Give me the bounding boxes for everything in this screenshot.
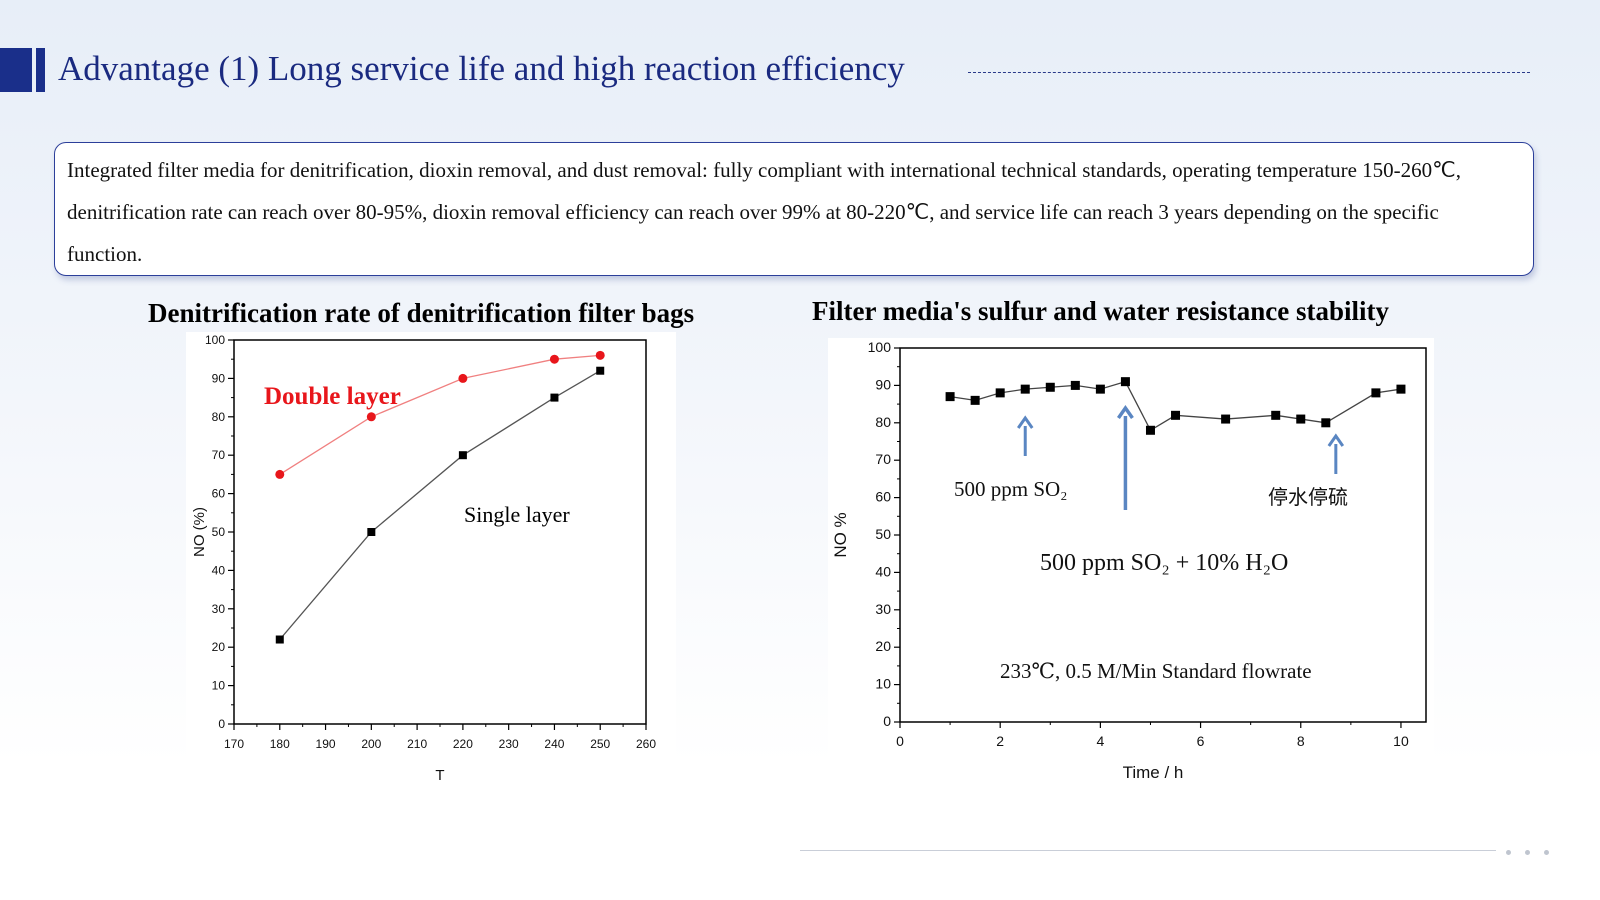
title-accent-stripe: [36, 48, 45, 92]
data-point: [1296, 414, 1306, 424]
x-tick-label: 190: [316, 737, 336, 751]
data-point: [275, 635, 284, 644]
x-tick-label: 220: [453, 737, 473, 751]
y-tick-label: 60: [212, 487, 226, 501]
footer-dots: [1506, 842, 1563, 860]
y-tick-label: 50: [212, 525, 226, 539]
data-point: [1045, 382, 1055, 392]
data-point: [1120, 377, 1130, 387]
x-tick-label: 230: [499, 737, 519, 751]
page-title: Advantage (1) Long service life and high…: [58, 49, 905, 88]
y-axis-label: NO (%): [191, 507, 208, 557]
annotation-stop-water-sulfur: 停水停硫: [1268, 486, 1348, 509]
y-tick-label: 70: [875, 451, 891, 467]
description-box: Integrated filter media for denitrificat…: [54, 142, 1534, 276]
x-tick-label: 0: [896, 733, 904, 749]
title-dashed-line: [968, 72, 1530, 73]
left-chart-heading: Denitrification rate of denitrification …: [148, 298, 695, 328]
data-point: [367, 528, 376, 536]
x-tick-label: 200: [361, 737, 381, 751]
x-axis-label: T: [435, 767, 444, 784]
x-tick-label: 170: [224, 737, 244, 751]
data-point: [1271, 410, 1281, 420]
data-point: [1321, 418, 1331, 428]
right-chart-heading: Filter media's sulfur and water resistan…: [812, 296, 1389, 326]
x-tick-label: 2: [996, 733, 1004, 749]
footer-dot: [1544, 850, 1549, 855]
x-tick-label: 250: [590, 737, 610, 751]
y-tick-label: 90: [875, 376, 891, 392]
sulfur-water-resistance-chart: 0 10 20 30 40 50 60 70 80 90 100 0 2 4 6 8 10 Time / h NO …: [828, 338, 1434, 804]
annotation-conditions: 233℃, 0.5 M/Min Standard flowrate: [1000, 659, 1312, 683]
y-tick-label: 80: [875, 414, 891, 430]
data-point: [1221, 414, 1231, 424]
arrow-icon-head: [1116, 404, 1134, 420]
x-tick-label: 210: [407, 737, 427, 751]
y-tick-label: 100: [205, 333, 225, 347]
y-tick-label: 20: [212, 640, 226, 654]
x-tick-label: 6: [1197, 733, 1205, 749]
y-axis-label: NO %: [831, 512, 850, 557]
denitrification-rate-chart: 0 10 20 30 40 50 60 70 80 90 100 170 180 190 200 210 220…: [186, 332, 676, 802]
x-tick-label: 10: [1393, 733, 1409, 749]
footer-dot: [1506, 850, 1511, 855]
y-tick-label: 100: [868, 339, 892, 355]
y-tick-label: 40: [875, 563, 891, 579]
data-point: [595, 350, 605, 360]
y-tick-label: 50: [875, 526, 891, 542]
annotation-so2: 500 ppm SO₂: [954, 477, 1068, 501]
data-point: [1070, 380, 1080, 390]
y-tick-label: 0: [883, 713, 891, 729]
data-point: [366, 412, 376, 422]
y-tick-label: 80: [212, 410, 226, 424]
annotation-so2-h2o: 500 ppm SO₂ + 10% H₂O: [1040, 550, 1288, 576]
data-point: [1396, 384, 1406, 394]
arrow-icon-head: [1017, 415, 1034, 429]
title-accent-block: [0, 48, 32, 92]
data-point: [970, 395, 980, 405]
y-tick-label: 30: [212, 602, 226, 616]
data-point: [1371, 388, 1381, 398]
title-bar: Advantage (1) Long service life and high…: [0, 48, 1600, 96]
data-point: [1171, 410, 1181, 420]
footer-divider: [800, 850, 1496, 851]
x-tick-label: 260: [636, 737, 656, 751]
y-tick-label: 10: [875, 676, 891, 692]
x-axis-label: Time / h: [1123, 763, 1184, 782]
series-line: [949, 380, 1402, 432]
single-layer-label: Single layer: [464, 502, 570, 527]
x-tick-label: 240: [544, 737, 564, 751]
data-point: [550, 393, 559, 402]
data-point: [596, 366, 605, 375]
y-tick-label: 70: [212, 448, 226, 462]
x-tick-label: 4: [1096, 733, 1104, 749]
data-point: [1145, 425, 1155, 435]
data-point: [549, 354, 559, 364]
data-point: [275, 469, 285, 479]
arrow-icon-head: [1327, 433, 1345, 447]
x-tick-label: 180: [270, 737, 290, 751]
description-text: Integrated filter media for denitrificat…: [67, 158, 1461, 266]
data-point: [995, 388, 1005, 398]
y-tick-label: 0: [218, 717, 225, 731]
data-point: [458, 373, 468, 383]
y-tick-label: 60: [875, 489, 891, 505]
y-tick-label: 10: [212, 679, 226, 693]
footer-dot: [1525, 850, 1530, 855]
x-tick-label: 8: [1297, 733, 1305, 749]
data-point: [1095, 384, 1105, 394]
data-point: [1020, 384, 1030, 394]
y-tick-label: 90: [212, 371, 226, 385]
y-tick-label: 30: [875, 601, 891, 617]
data-point: [458, 451, 467, 460]
double-layer-label: Double layer: [264, 383, 401, 410]
y-tick-label: 40: [212, 563, 226, 577]
data-point: [945, 392, 955, 402]
y-tick-label: 20: [875, 638, 891, 654]
